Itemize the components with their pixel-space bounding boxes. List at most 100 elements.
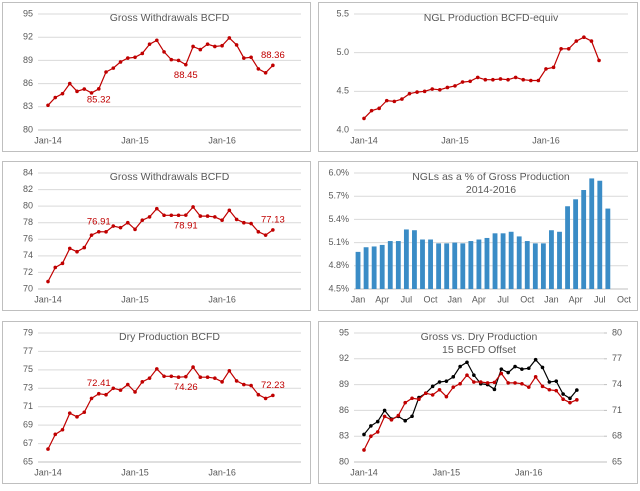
x-tick-label: Jan-14: [350, 135, 378, 145]
data-point: [271, 63, 275, 68]
y-tick-label: 83: [339, 431, 349, 441]
data-point: [458, 364, 462, 369]
data-point: [213, 215, 217, 219]
data-point: [176, 375, 181, 380]
data-point: [67, 246, 72, 251]
x-tick-label: Oct: [520, 294, 535, 304]
x-tick-label: Jan-15: [121, 135, 149, 145]
data-point: [162, 213, 166, 218]
x-tick-label: Jan-15: [121, 467, 149, 477]
data-point: [458, 381, 462, 386]
data-point: [417, 397, 421, 402]
data-point: [362, 116, 366, 121]
x-tick-label: Apr: [472, 294, 486, 304]
data-point: [46, 103, 50, 108]
x-tick-label: Jul: [401, 294, 413, 304]
data-point: [53, 432, 58, 437]
data-point: [263, 396, 268, 401]
bar: [492, 233, 498, 289]
data-point: [155, 38, 159, 43]
data-point: [362, 432, 366, 437]
data-point: [526, 366, 531, 371]
data-point: [96, 391, 101, 396]
y-tick-label: 5.4%: [328, 214, 349, 224]
data-point: [547, 380, 552, 384]
data-point: [191, 205, 195, 209]
chart-title: Gross Withdrawals BCFD: [110, 171, 230, 183]
y-tick-label: 5.7%: [328, 191, 349, 201]
bar: [403, 229, 409, 289]
y-tick-label: 65: [23, 456, 33, 466]
bar: [573, 199, 579, 289]
x-tick-label: Jul: [497, 294, 509, 304]
series-line: [47, 206, 274, 282]
chart-subtitle: 2014-2016: [466, 184, 516, 196]
y-tick-label: 76: [23, 234, 33, 244]
data-point: [513, 364, 517, 369]
y-tick-label: 89: [339, 379, 349, 389]
data-point: [491, 77, 495, 82]
chart-panel: 4.0 4.5 5.0 5.5 Jan-14 Jan-15 Jan-16 NGL Produc…: [318, 2, 638, 152]
data-point: [125, 220, 130, 225]
data-point: [227, 208, 232, 213]
data-point: [89, 91, 94, 95]
panel-border: [2, 321, 311, 484]
data-point: [104, 70, 108, 74]
bar: [452, 242, 458, 289]
data-point: [198, 375, 203, 380]
data-point: [392, 99, 397, 104]
x-tick-label: Oct: [424, 294, 439, 304]
data-label: 74.26: [174, 382, 198, 393]
data-point: [540, 365, 545, 370]
data-point: [155, 367, 159, 371]
data-label: 78.91: [174, 221, 198, 232]
data-point: [67, 81, 72, 86]
series-line: [363, 372, 578, 451]
data-point: [551, 65, 556, 70]
data-point: [169, 374, 174, 379]
y-tick-label: 82: [23, 184, 33, 194]
data-point: [410, 396, 414, 401]
data-point: [75, 89, 79, 94]
data-point: [384, 98, 389, 103]
data-point: [227, 36, 232, 40]
y-tick-label: 92: [339, 353, 349, 363]
bar: [508, 231, 514, 289]
data-point: [46, 279, 50, 284]
data-point: [529, 78, 533, 83]
data-point: [382, 414, 387, 419]
data-point: [554, 379, 559, 383]
bar: [581, 190, 587, 289]
data-point: [118, 225, 123, 230]
y-tick-label: 71: [23, 401, 33, 411]
y-tick-label: 77: [23, 346, 33, 356]
data-point: [198, 47, 203, 52]
bar: [412, 230, 417, 289]
chart-title: NGLs as a % of Gross Production: [412, 171, 570, 183]
data-point: [118, 388, 123, 392]
data-point: [451, 385, 456, 389]
data-point: [568, 396, 572, 401]
data-point: [389, 418, 394, 422]
data-point: [205, 375, 210, 380]
data-point: [485, 381, 490, 385]
data-point: [75, 249, 79, 254]
data-point: [526, 385, 531, 389]
data-point: [234, 43, 239, 47]
y-tick-label: 79: [23, 327, 33, 337]
data-point: [369, 108, 374, 113]
y-tick-label: 80: [339, 456, 349, 466]
data-point: [234, 217, 239, 222]
data-point: [561, 392, 565, 396]
data-point: [125, 56, 130, 60]
data-point: [568, 400, 572, 405]
data-point: [499, 371, 504, 376]
y-tick-label: 95: [339, 327, 349, 337]
data-point: [147, 376, 152, 380]
y-tick-label: 5.0: [336, 47, 349, 57]
data-point: [256, 67, 261, 71]
x-tick-label: Oct: [617, 294, 632, 304]
data-point: [104, 392, 108, 397]
y-tick-label: 5.1%: [328, 237, 349, 247]
